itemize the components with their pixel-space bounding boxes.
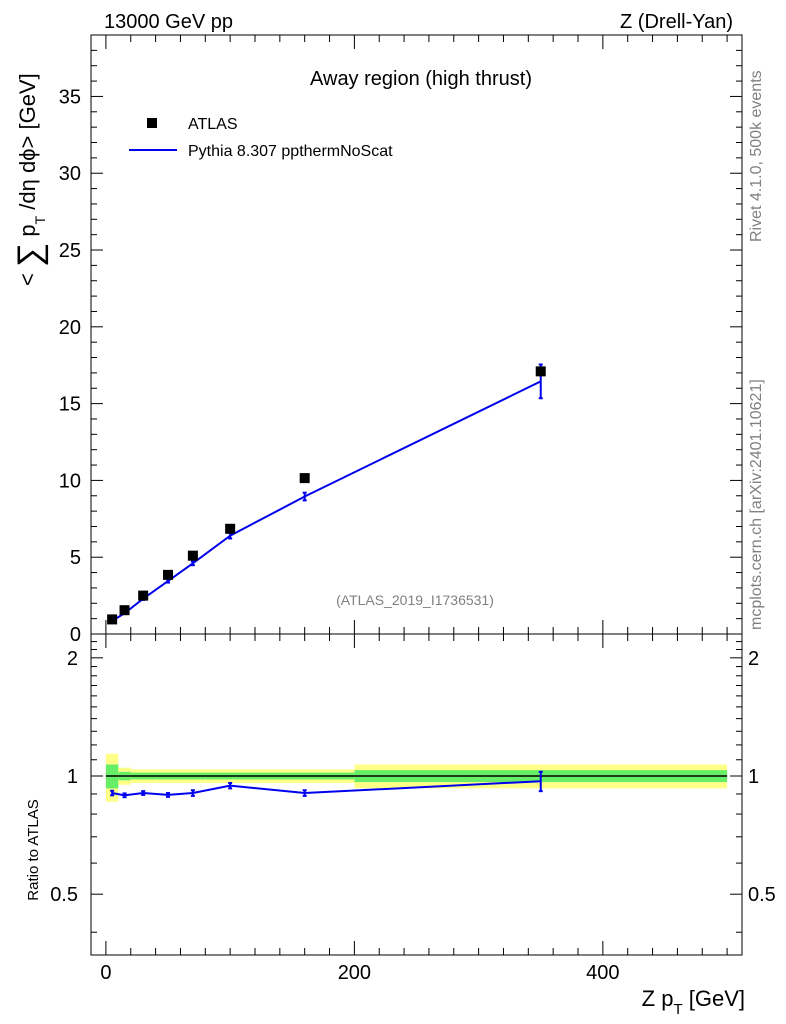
ratio-ticks — [91, 634, 742, 955]
atlas-data-point — [187, 550, 198, 561]
xlabel-sub: T — [673, 1001, 682, 1018]
atlas-data-point — [163, 569, 174, 580]
ratio-y-tick-labels: 0.5 0.5 1 1 2 2 — [50, 648, 776, 906]
ylabel-p: p — [15, 224, 40, 242]
legend-atlas-marker — [147, 118, 157, 128]
mc-line — [111, 380, 542, 622]
main-y-tick-label: 5 — [70, 547, 81, 569]
main-y-tick-label: 35 — [59, 86, 81, 108]
ratio-mc-line — [111, 780, 541, 797]
ratio-y-tick-label: 1 — [67, 766, 78, 788]
ratio-bands — [105, 753, 728, 802]
legend-atlas-label: ATLAS — [188, 116, 238, 133]
mcplots-label: mcplots.cern.ch [arXiv:2401.10621] — [748, 379, 765, 630]
x-tick-labels: 0 200 400 — [100, 962, 619, 984]
main-y-tick-label: 10 — [59, 470, 81, 492]
ratio-frame — [90, 633, 743, 956]
y-axis-label-text: < ∑ pT /dη dϕ> [GeV] — [11, 73, 49, 286]
main-y-tick-labels: 0 5 10 15 20 25 30 35 — [59, 86, 81, 646]
main-y-tick-label: 25 — [59, 240, 81, 262]
atlas-data-point — [225, 523, 236, 534]
analysis-watermark: (ATLAS_2019_I1736531) — [336, 592, 494, 608]
rivet-label: Rivet 4.1.0, 500k events — [748, 70, 765, 242]
ratio-y-tick-label-right: 0.5 — [748, 884, 776, 906]
main-panel: 0 5 10 15 20 25 30 35 Away region (high thrust)… — [11, 34, 743, 646]
atlas-data-point — [138, 590, 149, 601]
ratio-y-tick-label-right: 1 — [748, 766, 759, 788]
main-ticks — [91, 34, 742, 635]
atlas-data-point — [119, 605, 130, 616]
ratio-series — [110, 770, 543, 799]
atlas-data-point — [535, 366, 546, 377]
x-tick-label: 400 — [586, 962, 619, 984]
header-right: Z (Drell-Yan) — [620, 11, 733, 33]
legend: ATLAS Pythia 8.307 ppthermNoScat — [129, 116, 393, 160]
main-y-tick-label: 20 — [59, 317, 81, 339]
main-y-axis-label: < ∑ pT /dη dϕ> [GeV] — [11, 73, 49, 286]
atlas-data-point — [299, 473, 310, 484]
ratio-y-tick-label: 2 — [67, 648, 78, 670]
ylabel-sub: T — [32, 215, 48, 224]
ylabel-sum: ∑ — [11, 243, 49, 267]
main-series — [107, 363, 546, 625]
main-y-tick-label: 15 — [59, 394, 81, 416]
main-y-tick-label: 0 — [70, 624, 81, 646]
ylabel-rest: /dη dϕ> [GeV] — [15, 73, 40, 216]
x-tick-label: 200 — [338, 962, 371, 984]
legend-mc-label: Pythia 8.307 ppthermNoScat — [188, 143, 393, 160]
x-tick-label: 0 — [100, 962, 111, 984]
ratio-y-tick-label: 0.5 — [50, 884, 78, 906]
x-axis-label: Z pT [GeV] — [642, 986, 745, 1018]
ratio-y-tick-label-right: 2 — [748, 648, 759, 670]
atlas-data-point — [107, 614, 118, 625]
xlabel-unit: [GeV] — [683, 986, 745, 1011]
header-left: 13000 GeV pp — [104, 11, 233, 33]
ylabel-open: < — [15, 267, 40, 286]
main-y-tick-label: 30 — [59, 163, 81, 185]
plot-title: Away region (high thrust) — [310, 68, 532, 90]
ratio-y-axis-label: Ratio to ATLAS — [25, 799, 42, 900]
ratio-panel: 0.5 0.5 1 1 2 2 0 200 400 Ratio to ATLAS Z pT [… — [25, 633, 776, 1018]
